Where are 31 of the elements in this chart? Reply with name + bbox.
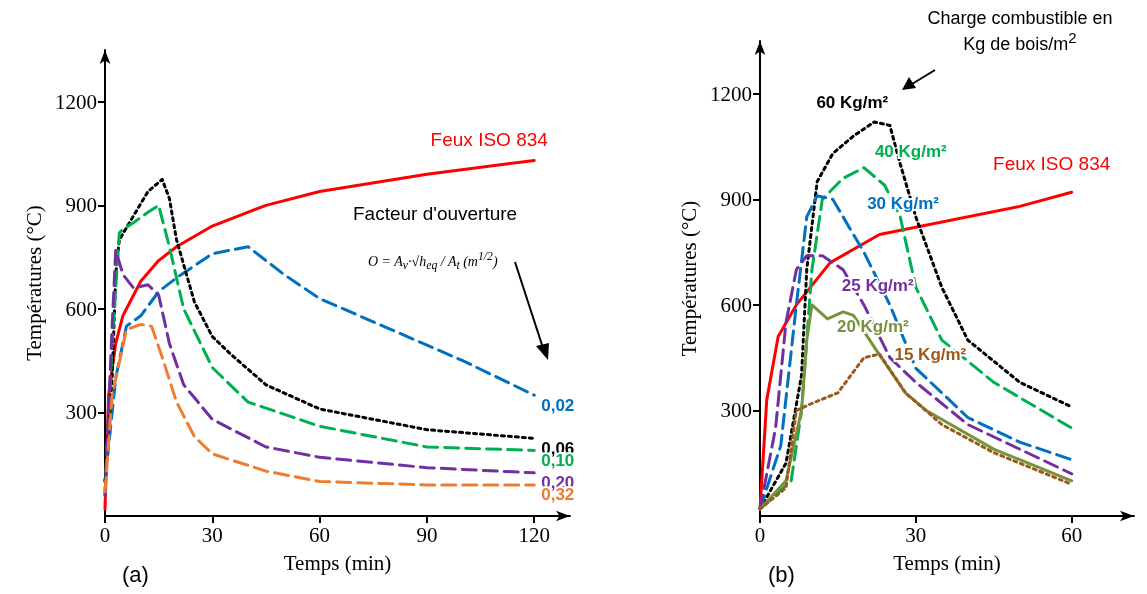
y-tick-label: 600 xyxy=(65,296,97,321)
series-label: 40 Kg/m² xyxy=(874,142,948,162)
x-axis-title: Temps (min) xyxy=(283,550,392,575)
text: (b) xyxy=(768,562,795,588)
x-tick-label: 0 xyxy=(754,522,766,547)
y-tick-label: 600 xyxy=(720,292,752,317)
y-tick-label: 1200 xyxy=(710,81,752,106)
y-axis-title: Températures (°C) xyxy=(676,200,701,357)
series-label: Feux ISO 834 xyxy=(993,153,1111,175)
annotation: Charge combustible en Kg de bois/m$^{2}$ xyxy=(926,8,1114,55)
y-tick-label: 1200 xyxy=(55,89,97,114)
series-label: 0,02 xyxy=(541,395,575,415)
series-label: Feux ISO 834 xyxy=(430,129,549,151)
annotation: Facteur d'ouverture xyxy=(353,203,518,225)
text: (a) xyxy=(122,562,149,588)
x-tick-label: 60 xyxy=(309,522,331,547)
x-tick-label: 60 xyxy=(1061,522,1083,547)
y-tick-label: 300 xyxy=(720,398,752,423)
y-tick-label: 900 xyxy=(720,187,752,212)
y-tick-label: 900 xyxy=(65,193,97,218)
x-tick-label: 120 xyxy=(518,522,550,547)
text: O = A$_{v}$·√h$_{eq}$ / A$_{t}$ (m$^{1/2}$) xyxy=(368,250,498,273)
x-axis-title: Temps (min) xyxy=(893,550,1001,575)
y-tick-label: 300 xyxy=(65,400,97,425)
x-tick-label: 30 xyxy=(905,522,927,547)
x-tick-label: 90 xyxy=(416,522,438,547)
x-tick-label: 30 xyxy=(201,522,223,547)
x-tick-label: 0 xyxy=(99,522,111,547)
series-label: 60 Kg/m² xyxy=(816,92,889,112)
line-series xyxy=(103,322,536,494)
y-axis-title: Températures (°C) xyxy=(21,205,46,361)
